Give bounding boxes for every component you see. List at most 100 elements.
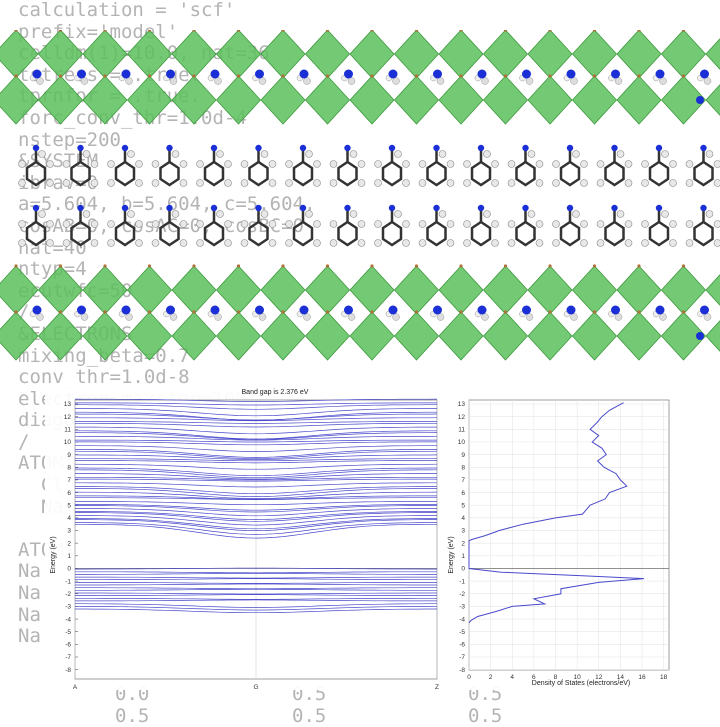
benzene-ring [116, 222, 134, 245]
nitrogen-atom [33, 205, 39, 211]
hydrogen-atom [403, 240, 410, 247]
y-tick-label: -6 [65, 642, 71, 649]
hydrogen-atom [152, 180, 159, 187]
halide-atom [237, 310, 240, 313]
hydrogen-atom [375, 240, 382, 247]
nitrogen-atom [344, 306, 353, 315]
octahedron [0, 266, 38, 314]
benzene-ring [205, 162, 223, 185]
y-tick-label: 1 [461, 553, 465, 560]
halide-atom [326, 264, 329, 267]
hydrogen-atom [348, 314, 355, 321]
hydrogen-atom [136, 180, 143, 187]
hydrogen-atom [172, 151, 179, 158]
halide-atom [637, 310, 640, 313]
hydrogen-atom [484, 211, 491, 218]
hydrogen-atom [126, 78, 133, 85]
octahedron [484, 266, 528, 314]
octahedron [706, 30, 720, 78]
hydrogen-atom [403, 221, 410, 228]
hydrogen-atom [63, 221, 70, 228]
octahedron [172, 30, 216, 78]
coordinate-value: 0.5 [468, 705, 502, 727]
hydrogen-atom [706, 151, 713, 158]
octahedron [350, 312, 394, 360]
halide-atom [326, 310, 329, 313]
nitrogen-atom [77, 145, 83, 151]
hydrogen-atom [508, 180, 515, 187]
benzene-ring [428, 222, 446, 245]
hydrogen-atom [625, 180, 632, 187]
octahedron [573, 76, 617, 124]
hydrogen-atom [269, 161, 276, 168]
band-plot-title: Band gap is 2.376 eV [242, 389, 309, 396]
benzene-ring [517, 162, 535, 185]
nitrogen-atom [522, 205, 528, 211]
hydrogen-atom [241, 161, 248, 168]
octahedron [306, 312, 350, 360]
octahedron [128, 266, 172, 314]
nitrogen-atom [255, 306, 264, 315]
hydrogen-atom [170, 78, 177, 85]
hydrogen-atom [597, 180, 604, 187]
inorganic-layer [0, 264, 720, 360]
hydrogen-atom [670, 221, 677, 228]
hydrogen-atom [615, 314, 622, 321]
hydrogen-atom [419, 161, 426, 168]
hydrogen-atom [642, 161, 649, 168]
hydrogen-atom [625, 221, 632, 228]
y-tick-label: 6 [461, 490, 465, 497]
halide-atom [281, 310, 284, 313]
nitrogen-atom [211, 306, 220, 315]
hydrogen-atom [241, 180, 248, 187]
inorganic-layer [0, 30, 720, 124]
benzene-ring [161, 222, 179, 245]
hydrogen-atom [306, 211, 313, 218]
hydrogen-atom [686, 161, 693, 168]
hydrogen-atom [180, 240, 187, 247]
hydrogen-atom [330, 240, 337, 247]
x-tick-label: 4 [510, 674, 514, 681]
benzene-ring [428, 162, 446, 185]
hydrogen-atom [180, 221, 187, 228]
hydrogen-atom [571, 314, 578, 321]
hydrogen-atom [286, 180, 293, 187]
octahedron [706, 266, 720, 314]
coordinate-value: 0.5 [115, 705, 149, 727]
nitrogen-atom [166, 70, 175, 79]
hydrogen-atom [126, 314, 133, 321]
hydrogen-atom [108, 240, 115, 247]
x-tick-label: Z [435, 684, 439, 690]
octahedron [0, 76, 38, 124]
y-tick-label: -1 [65, 578, 71, 585]
hydrogen-atom [136, 161, 143, 168]
hydrogen-atom [225, 161, 232, 168]
octahedron [261, 30, 305, 78]
hydrogen-atom [330, 221, 337, 228]
hydrogen-atom [286, 240, 293, 247]
octahedron [306, 266, 350, 314]
octahedron [439, 312, 483, 360]
y-tick-label: 12 [458, 414, 466, 421]
halide-atom [459, 310, 462, 313]
y-tick-label: -6 [459, 642, 465, 649]
halide-atom [103, 310, 106, 313]
nitrogen-atom [389, 306, 398, 315]
hydrogen-atom [225, 221, 232, 228]
benzene-ring [383, 222, 401, 245]
benzene-ring [517, 222, 535, 245]
hydrogen-atom [269, 180, 276, 187]
octahedron [662, 30, 706, 78]
coordinate-value: 0.5 [292, 705, 326, 727]
hydrogen-atom [581, 180, 588, 187]
octahedron [573, 312, 617, 360]
benzene-ring [205, 222, 223, 245]
octahedron [528, 76, 572, 124]
hydrogen-atom [108, 180, 115, 187]
hydrogen-atom [597, 161, 604, 168]
benzene-ring [339, 162, 357, 185]
benzene-ring [472, 222, 490, 245]
benzene-ring [116, 162, 134, 185]
hydrogen-atom [63, 161, 70, 168]
